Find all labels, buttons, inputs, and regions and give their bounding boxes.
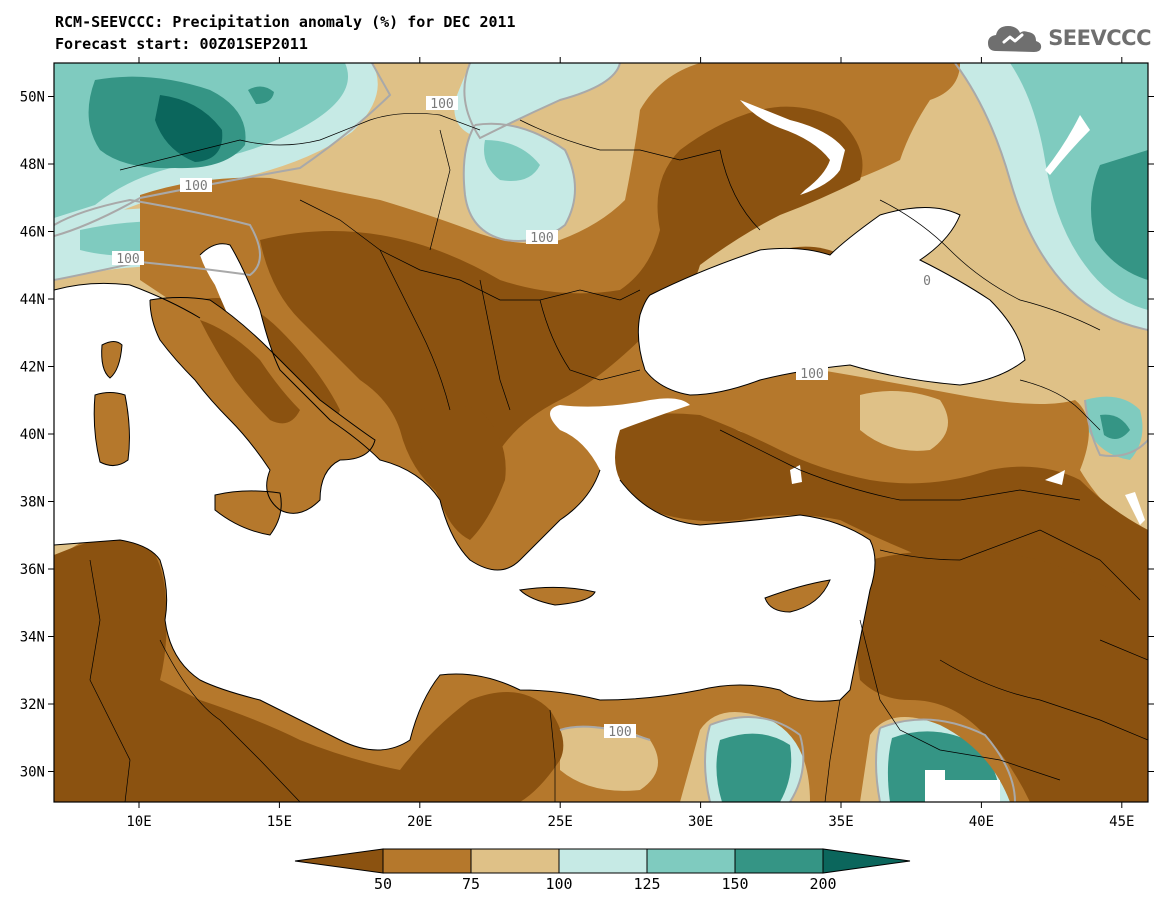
map-title: RCM-SEEVCCC: Precipitation anomaly (%) f… <box>55 13 516 31</box>
field-below-50-syria <box>856 550 1148 802</box>
legend-label: 125 <box>633 875 660 893</box>
contour-label-partial: 0 <box>923 274 931 289</box>
cyprus-land <box>765 580 830 612</box>
black-sea <box>638 207 1025 395</box>
anomaly-field: 100 100 100 100 100 100 0 <box>54 63 1148 802</box>
legend-label: 150 <box>721 875 748 893</box>
field-75-100-egypt <box>560 726 658 791</box>
field-150-200-caucasus <box>1100 414 1130 439</box>
contour-label: 100 <box>608 725 631 740</box>
forecast-start-subtitle: Forecast start: 00Z01SEP2011 <box>55 35 308 53</box>
legend-label: 200 <box>809 875 836 893</box>
white-patch-russia <box>1045 115 1090 175</box>
country-borders <box>89 112 1148 802</box>
italy-land-dry <box>200 320 300 424</box>
legend-swatch-100-125 <box>558 848 648 874</box>
map-frame <box>53 62 1149 803</box>
contour-label: 100 <box>530 231 553 246</box>
contour-label: 100 <box>430 97 453 112</box>
legend-swatch-above-200 <box>822 848 911 874</box>
lat-tick-label: 46N <box>20 225 45 241</box>
legend-label: 75 <box>462 875 480 893</box>
legend-label: 100 <box>545 875 572 893</box>
lat-tick-label: 36N <box>20 562 45 578</box>
field-100-125-north <box>454 63 620 138</box>
lon-tick-label: 45E <box>1109 814 1134 830</box>
cloud-logo-icon <box>988 26 1042 52</box>
field-below-50-libya <box>54 530 564 802</box>
lon-tick-label: 10E <box>126 814 151 830</box>
lat-tick-label: 48N <box>20 157 45 173</box>
lon-tick-label: 40E <box>969 814 994 830</box>
lat-tick-label: 44N <box>20 292 45 308</box>
latitude-axis: 50N 48N 46N 44N 42N 40N 38N 36N 34N 32N 30N <box>20 90 1154 781</box>
greece-land <box>420 405 506 540</box>
adriatic-sea <box>200 243 280 370</box>
coastlines <box>54 207 1026 751</box>
white-patch-iran <box>1125 492 1145 525</box>
field-125-150-carpathian <box>484 140 540 181</box>
lon-tick-label: 30E <box>688 814 713 830</box>
legend-swatch-below-50 <box>294 848 384 874</box>
contour-label: 100 <box>184 179 207 194</box>
field-200-nw <box>155 95 223 162</box>
legend-swatch-125-150 <box>646 848 736 874</box>
white-patch-arabia <box>925 770 1000 802</box>
contour-labels: 100 100 100 100 100 100 0 <box>112 96 934 740</box>
sicily-land <box>215 490 282 535</box>
legend-swatch-150-200 <box>734 848 824 874</box>
lon-tick-label: 35E <box>828 814 853 830</box>
legend-label: 50 <box>374 875 392 893</box>
sardinia-land <box>94 392 130 466</box>
lat-tick-label: 50N <box>20 90 45 106</box>
logo-text: SEEVCCC <box>1048 26 1151 50</box>
colorbar-legend: 50 75 100 125 150 200 <box>294 848 911 893</box>
lon-tick-label: 25E <box>548 814 573 830</box>
longitude-axis: 10E 15E 20E 25E 30E 35E 40E 45E <box>126 57 1134 830</box>
contour-label: 100 <box>800 367 823 382</box>
lat-tick-label: 32N <box>20 697 45 713</box>
seevccc-logo: SEEVCCC <box>986 21 1151 55</box>
legend-swatch-50-75 <box>382 848 472 874</box>
lat-tick-label: 30N <box>20 765 45 781</box>
lat-tick-label: 38N <box>20 495 45 511</box>
legend-swatch-75-100 <box>470 848 560 874</box>
field-below-50-balkans <box>260 106 863 496</box>
lon-tick-label: 20E <box>407 814 432 830</box>
contour-label: 100 <box>116 252 139 267</box>
field-150-200-nw-patch <box>248 86 274 104</box>
field-150-200-east <box>1091 150 1148 280</box>
field-75-100-e-anatolia <box>860 391 948 451</box>
lat-tick-label: 42N <box>20 360 45 376</box>
white-patch-iraq <box>1045 470 1065 485</box>
field-150-200-sinai <box>716 733 792 802</box>
lon-tick-label: 15E <box>267 814 292 830</box>
corsica-land <box>101 341 122 378</box>
lat-tick-label: 40N <box>20 427 45 443</box>
white-patch-ukraine <box>740 100 845 195</box>
lat-tick-label: 34N <box>20 630 45 646</box>
